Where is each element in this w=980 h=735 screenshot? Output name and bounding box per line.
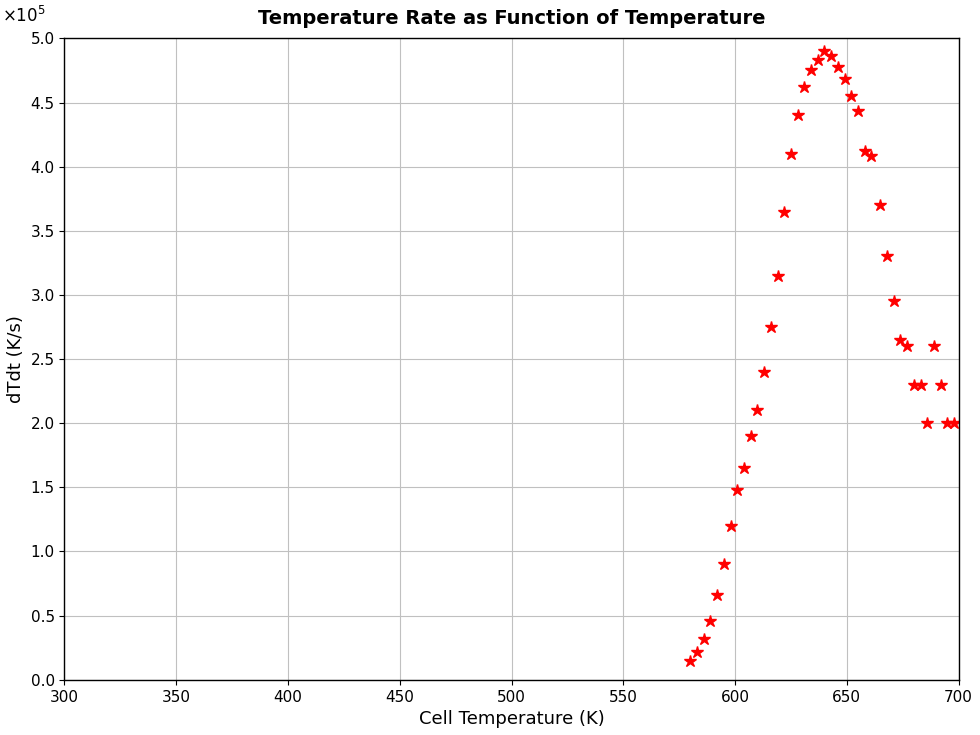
Text: $\times10^5$: $\times10^5$ <box>2 5 45 26</box>
Title: Temperature Rate as Function of Temperature: Temperature Rate as Function of Temperat… <box>258 10 765 29</box>
Y-axis label: dTdt (K/s): dTdt (K/s) <box>7 315 24 403</box>
X-axis label: Cell Temperature (K): Cell Temperature (K) <box>418 710 605 728</box>
